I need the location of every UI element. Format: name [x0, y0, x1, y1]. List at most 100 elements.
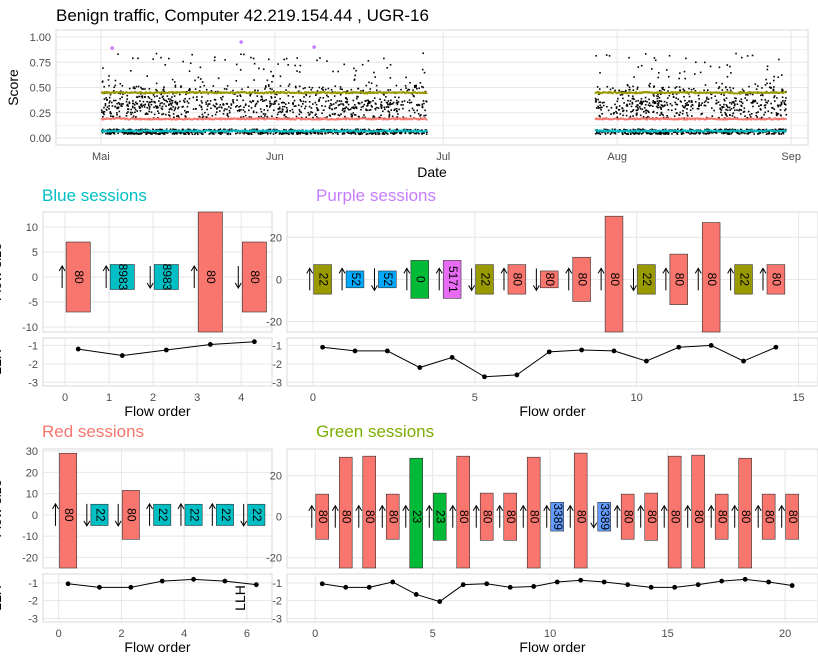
blue-sessions-title: Blue sessions: [42, 186, 147, 205]
score-point: [671, 104, 673, 107]
score-point: [113, 129, 116, 132]
score-point: [601, 118, 604, 121]
score-point: [719, 128, 722, 131]
score-point: [385, 101, 388, 104]
score-point: [645, 112, 647, 114]
score-point: [300, 100, 302, 103]
score-point: [777, 104, 779, 107]
score-point: [690, 132, 693, 135]
score-point: [141, 95, 144, 97]
score-point: [652, 130, 655, 133]
flow-bar: [59, 452, 78, 569]
score-point: [102, 111, 105, 113]
score-point: [167, 92, 170, 95]
direction-arrow-head: [496, 504, 504, 511]
port-label: 80: [669, 510, 683, 524]
score-point: [660, 133, 662, 136]
score-point: [367, 100, 370, 103]
score-point: [119, 130, 122, 133]
score-point: [616, 100, 619, 103]
score-point: [365, 84, 368, 87]
score-point: [387, 103, 389, 106]
x-tick-label: 3: [194, 392, 200, 404]
direction-arrow-head: [58, 265, 66, 272]
x-axis-label: Flow order: [124, 403, 190, 419]
score-point: [297, 132, 300, 135]
score-point: [113, 99, 115, 102]
score-point: [163, 86, 165, 88]
llh-point: [672, 584, 678, 590]
y-tick-label: -5: [28, 297, 38, 309]
score-point: [380, 114, 382, 117]
score-point: [606, 85, 609, 88]
score-point: [212, 104, 215, 107]
score-point: [639, 102, 641, 105]
score-point: [714, 95, 716, 98]
score-point: [416, 109, 419, 112]
score-point: [400, 132, 403, 135]
score-point: [643, 110, 645, 113]
score-point: [644, 100, 647, 102]
score-point: [332, 132, 334, 135]
score-point: [635, 100, 637, 103]
flow-bar: [761, 493, 776, 540]
score-point: [740, 132, 743, 134]
score-point: [640, 103, 643, 106]
score-point: [351, 115, 353, 118]
score-point: [220, 131, 223, 134]
score-point: [172, 128, 174, 131]
score-point: [609, 91, 612, 94]
score-point: [388, 111, 391, 113]
score-point: [225, 102, 228, 105]
score-point: [770, 91, 773, 93]
score-point: [186, 105, 189, 108]
score-point: [628, 103, 631, 105]
score-point: [381, 132, 384, 135]
score-point: [352, 112, 355, 114]
score-point: [369, 101, 372, 103]
score-point: [675, 97, 678, 99]
score-point: [135, 102, 138, 105]
score-point: [683, 70, 686, 73]
score-point: [171, 108, 173, 111]
score-point: [171, 78, 174, 81]
score-point: [134, 107, 136, 109]
score-point: [316, 106, 318, 109]
score-point: [249, 94, 252, 97]
score-point: [398, 108, 400, 111]
port-label: 8983: [160, 264, 174, 291]
score-point: [243, 53, 245, 56]
score-point: [148, 97, 151, 99]
score-point: [740, 90, 743, 93]
score-point: [174, 84, 177, 87]
score-point: [614, 103, 616, 106]
y-tick-label: 0.50: [30, 83, 51, 95]
score-point: [202, 130, 205, 133]
score-point: [343, 63, 346, 66]
score-point: [612, 131, 615, 134]
score-point: [279, 110, 281, 113]
score-point: [668, 54, 671, 57]
score-point: [214, 56, 216, 59]
score-point: [248, 132, 250, 135]
llh-point: [65, 581, 71, 587]
score-point: [678, 86, 681, 88]
score-point: [418, 87, 421, 90]
score-point: [402, 129, 405, 132]
score-point: [326, 94, 328, 97]
score-point: [397, 101, 400, 103]
score-point: [181, 131, 184, 134]
score-point: [217, 77, 220, 80]
score-point: [324, 88, 327, 91]
score-point: [657, 104, 660, 107]
score-point: [338, 103, 341, 106]
score-point: [277, 63, 279, 65]
score-point: [383, 108, 386, 110]
score-point: [120, 90, 122, 93]
score-point: [158, 97, 161, 99]
score-point: [254, 105, 256, 108]
score-point: [313, 132, 315, 134]
score-point: [157, 118, 160, 121]
score-point: [192, 91, 195, 93]
score-point: [245, 132, 248, 134]
